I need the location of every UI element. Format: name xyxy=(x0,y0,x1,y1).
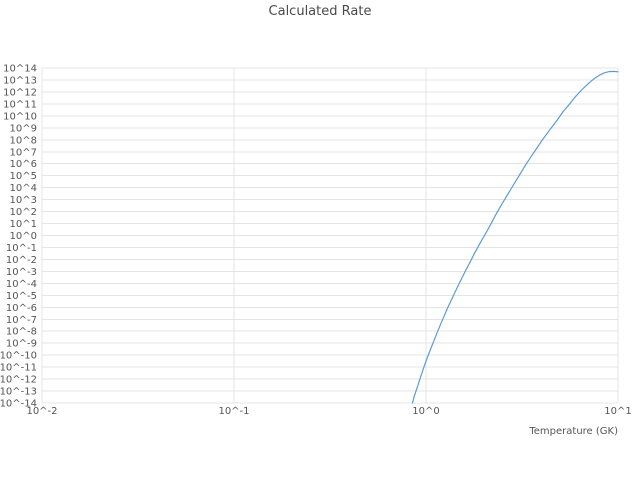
x-axis-label: Temperature (GK) xyxy=(529,426,618,437)
x-tick-label: 10^-1 xyxy=(218,406,249,417)
y-tick-label: 10^1 xyxy=(10,219,37,230)
x-tick-label: 10^1 xyxy=(604,406,631,417)
y-tick-label: 10^9 xyxy=(10,123,37,134)
rate-curve xyxy=(411,70,619,404)
y-tick-label: 10^5 xyxy=(10,171,37,182)
y-tick-label: 10^-12 xyxy=(0,375,37,386)
y-tick-label: 10^-14 xyxy=(0,399,37,410)
y-tick-label: 10^12 xyxy=(3,87,37,98)
y-tick-label: 10^-9 xyxy=(6,339,37,350)
y-tick-label: 10^2 xyxy=(10,207,37,218)
y-tick-label: 10^6 xyxy=(10,159,37,170)
y-tick-label: 10^-5 xyxy=(6,291,37,302)
y-tick-label: 10^-4 xyxy=(6,279,37,290)
y-tick-label: 10^-11 xyxy=(0,363,37,374)
y-tick-label: 10^-8 xyxy=(6,327,37,338)
y-tick-label: 10^4 xyxy=(10,183,37,194)
y-tick-label: 10^0 xyxy=(10,231,37,242)
y-tick-label: 10^13 xyxy=(3,76,37,87)
x-tick-label: 10^0 xyxy=(412,406,439,417)
y-tick-label: 10^-1 xyxy=(6,243,37,254)
y-tick-label: 10^8 xyxy=(10,135,37,146)
y-tick-label: 10^11 xyxy=(3,99,37,110)
y-tick-label: 10^-10 xyxy=(0,351,37,362)
y-tick-label: 10^-13 xyxy=(0,387,37,398)
y-tick-label: 10^10 xyxy=(3,111,37,122)
y-tick-label: 10^3 xyxy=(10,195,37,206)
y-tick-label: 10^-2 xyxy=(6,255,37,266)
y-tick-label: 10^-7 xyxy=(6,315,37,326)
y-tick-label: 10^-6 xyxy=(6,303,37,314)
chart-title: Calculated Rate xyxy=(268,4,372,19)
x-tick-label: 10^-2 xyxy=(26,406,57,417)
y-tick-label: 10^-3 xyxy=(6,267,37,278)
y-tick-label: 10^7 xyxy=(10,147,37,158)
y-tick-label: 10^14 xyxy=(3,64,37,75)
